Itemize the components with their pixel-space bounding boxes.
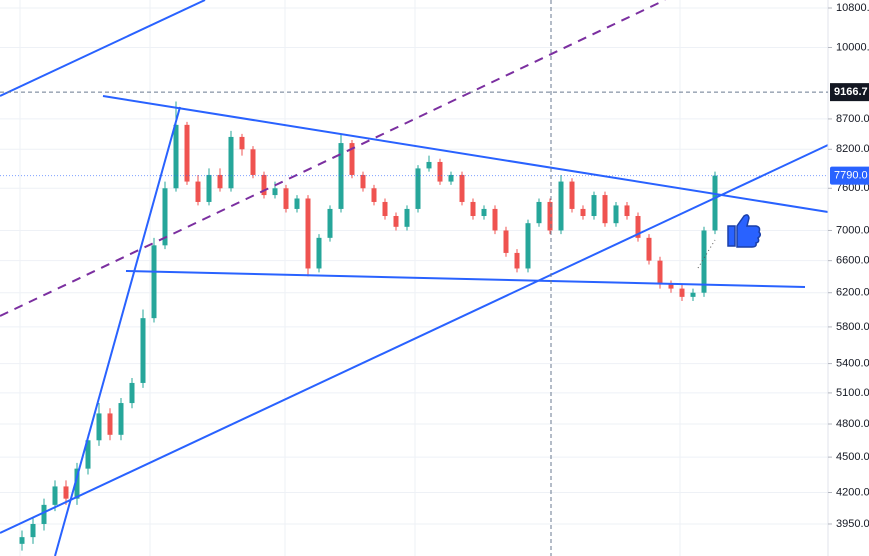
y-tick-label: 5100.0 [836, 387, 869, 399]
y-tick-label: 10800. [836, 2, 869, 14]
candles [19, 101, 718, 551]
candle-body [668, 284, 674, 289]
trend-line [102, 95, 829, 213]
icon-part [736, 214, 762, 248]
y-tick-label: 8700.0 [836, 113, 869, 125]
candle-body [195, 181, 201, 202]
y-tick-label: 7600.0 [836, 182, 869, 194]
candle-body [437, 161, 443, 182]
trend-line-dashed [0, 0, 666, 317]
candle-body [712, 175, 718, 231]
candle-body [118, 403, 124, 435]
candle-body [162, 188, 168, 246]
y-tick-label: 4500.0 [836, 451, 869, 463]
axis-labels: 3950.0 4200.0 4500.0 4800.0 5100.0 5400.0 5800… [828, 2, 869, 530]
thumbs-up-icon [727, 214, 762, 248]
candle-body [217, 174, 223, 189]
candle-body [624, 205, 630, 217]
drawings [0, 0, 829, 556]
grid [0, 7, 828, 525]
candle-body [85, 440, 91, 469]
candle-body [52, 486, 58, 505]
candle-body [679, 288, 685, 297]
candle-body [525, 223, 531, 269]
y-tick-label: 6600.0 [836, 255, 869, 267]
candle-body [558, 181, 564, 231]
candle-body [107, 413, 113, 435]
candle-body [74, 468, 80, 499]
candle-body [371, 188, 377, 202]
candle-body [646, 237, 652, 261]
candle-body [140, 318, 146, 383]
candle-body [316, 237, 322, 269]
candle-body [701, 230, 707, 293]
candle-body [536, 201, 542, 224]
candle-body [338, 143, 344, 209]
y-tick-label: 5800.0 [836, 321, 869, 333]
candle-body [173, 124, 179, 189]
candle-body [239, 136, 245, 150]
candle-body [481, 208, 487, 217]
candle-body [151, 245, 157, 319]
candle-body [657, 260, 663, 285]
candle-body [602, 195, 608, 224]
candle-body [96, 413, 102, 441]
candle-body [327, 208, 333, 238]
crosshair-label: 9166.7 [834, 86, 868, 98]
candle-body [294, 198, 300, 209]
y-tick-label: 10000. [836, 41, 869, 53]
candle-body [30, 523, 36, 538]
candle-body [591, 195, 597, 217]
trend-line [125, 270, 806, 288]
last-price-badge [830, 166, 869, 185]
crosshair-badge [830, 83, 869, 102]
y-tick-label: 7000.0 [836, 224, 869, 236]
y-tick-label: 5400.0 [836, 357, 869, 369]
candle-body [635, 216, 641, 238]
candle-body [470, 201, 476, 217]
candle-body [250, 149, 256, 175]
candle-body [393, 216, 399, 227]
candle-body [569, 181, 575, 209]
candle-body [272, 188, 278, 196]
candle-body [360, 174, 366, 189]
candle-body [426, 161, 432, 169]
candle-body [415, 168, 421, 209]
trend-line [54, 106, 181, 556]
candle-body [514, 252, 520, 269]
candle-body [283, 188, 289, 209]
candle-body [459, 174, 465, 202]
candle-body [448, 174, 454, 182]
candle-body [690, 292, 696, 297]
candle-body [580, 208, 586, 217]
candle-body [19, 537, 25, 544]
candle-body [63, 486, 69, 499]
candle-body [184, 124, 190, 182]
candle-body [492, 208, 498, 231]
trend-line [0, 144, 829, 534]
candle-body [503, 230, 509, 253]
icon-part [727, 225, 736, 247]
candle-body [206, 174, 212, 202]
trend-line [0, 0, 206, 97]
y-tick-label: 4800.0 [836, 418, 869, 430]
candle-body [261, 174, 267, 196]
candle-body [547, 201, 553, 231]
candle-body [228, 136, 234, 189]
y-tick-label: 4200.0 [836, 486, 869, 498]
y-tick-label: 3950.0 [836, 518, 869, 530]
y-tick-label: 8200.0 [836, 143, 869, 155]
candle-body [129, 382, 135, 404]
candle-body [305, 198, 311, 269]
y-tick-label: 6200.0 [836, 287, 869, 299]
candle-body [382, 201, 388, 217]
candle-body [349, 143, 355, 175]
last-price-label: 7790.0 [834, 170, 868, 182]
candle-body [41, 504, 47, 524]
candle-body [404, 208, 410, 227]
dotted-path [697, 239, 716, 269]
candle-body [613, 205, 619, 224]
